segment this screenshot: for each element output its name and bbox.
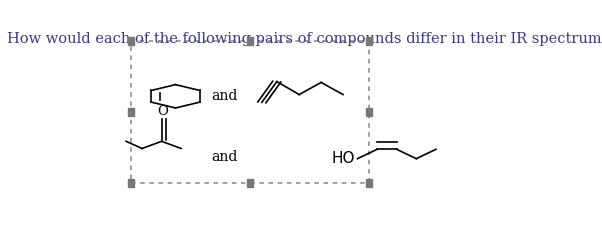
Bar [366, 108, 372, 116]
Text: How would each of the following pairs of compounds differ in their IR spectrum?: How would each of the following pairs of… [7, 32, 602, 46]
Bar [128, 37, 134, 45]
Text: and: and [211, 89, 238, 103]
Bar [247, 179, 253, 187]
Text: HO: HO [332, 151, 355, 166]
Bar [366, 37, 372, 45]
Bar [247, 37, 253, 45]
Bar [128, 108, 134, 116]
Bar [128, 179, 134, 187]
Text: O: O [158, 105, 169, 118]
Text: and: and [211, 150, 238, 164]
Bar [366, 179, 372, 187]
Bar [131, 41, 369, 183]
